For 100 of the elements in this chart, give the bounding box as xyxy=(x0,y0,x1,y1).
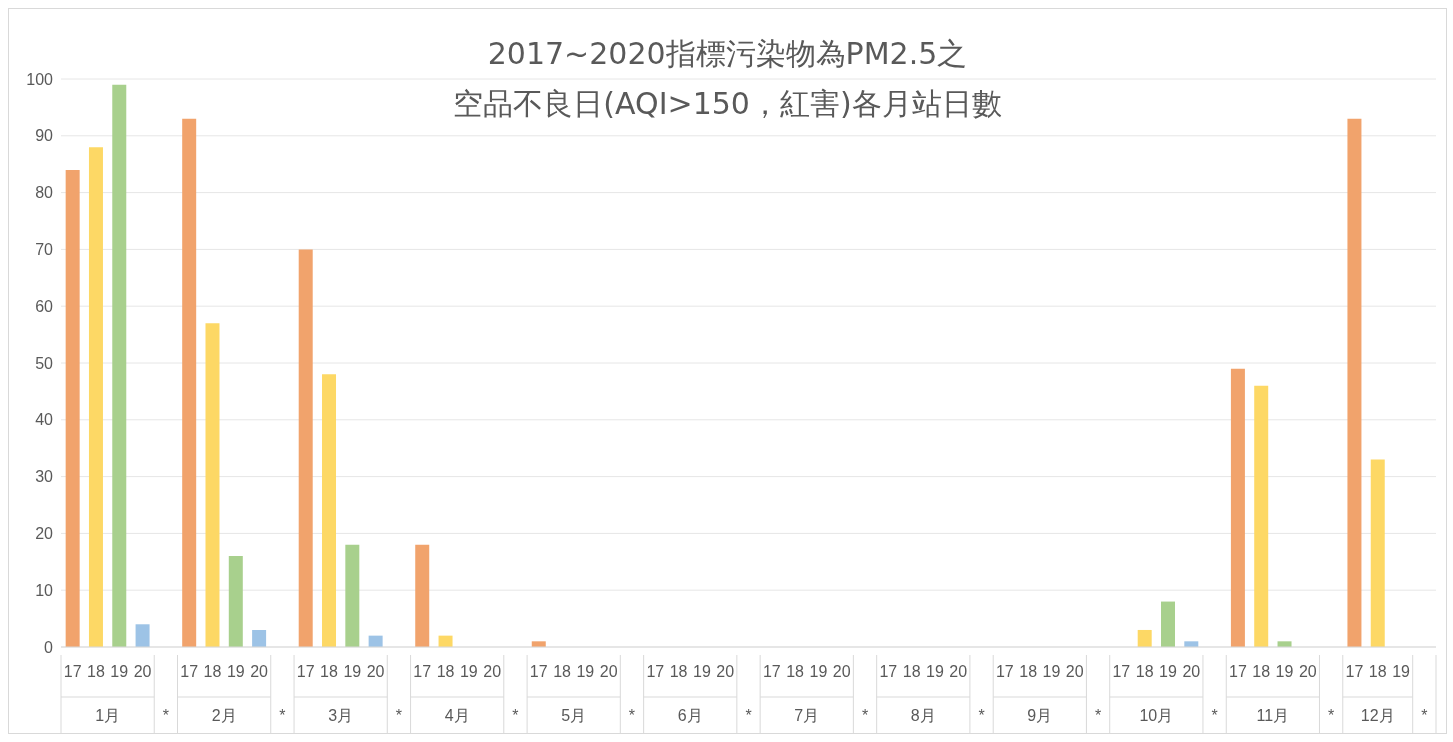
x-tick-label: 18 xyxy=(1368,663,1387,680)
y-tick-label: 20 xyxy=(35,525,54,543)
x-tick-label: 19 xyxy=(926,663,944,680)
y-tick-label: 30 xyxy=(35,468,54,486)
x-tick-label: 17 xyxy=(296,663,315,680)
text: * xyxy=(395,707,403,724)
bar xyxy=(322,374,337,647)
text: 1月 xyxy=(95,707,121,724)
text: * xyxy=(1211,707,1218,724)
y-tick-label: 80 xyxy=(35,184,54,202)
bar xyxy=(112,84,127,647)
x-tick-label: 19 xyxy=(1159,663,1177,680)
bar xyxy=(345,544,360,647)
y-tick-label: 40 xyxy=(35,411,54,429)
bar xyxy=(298,249,313,647)
x-tick-label: 17 xyxy=(646,663,665,680)
y-tick-label: 70 xyxy=(35,241,54,259)
x-tick-label: 20 xyxy=(599,663,618,680)
text: 10月 xyxy=(1139,707,1174,724)
text: * xyxy=(628,707,636,724)
x-tick-label: 18 xyxy=(902,663,921,680)
text: * xyxy=(745,707,752,724)
x-tick-label: 20 xyxy=(1298,663,1317,680)
x-tick-label: 20 xyxy=(366,663,385,680)
bar xyxy=(228,556,243,647)
x-tick-label: 17 xyxy=(529,663,548,680)
x-tick-label: 18 xyxy=(786,663,805,680)
bar xyxy=(88,147,103,647)
bar xyxy=(1137,629,1152,647)
text: 3月 xyxy=(328,707,354,724)
x-tick-label: 20 xyxy=(949,663,968,680)
text: * xyxy=(279,707,286,724)
text: * xyxy=(512,707,519,724)
bar xyxy=(65,169,80,647)
x-tick-label: 17 xyxy=(1112,663,1131,680)
bar xyxy=(205,323,220,647)
text: 9月 xyxy=(1027,707,1053,724)
x-tick-label: 19 xyxy=(1042,663,1061,680)
y-tick-label: 0 xyxy=(44,638,54,656)
x-tick-label: 17 xyxy=(180,663,199,680)
x-tick-label: 20 xyxy=(483,663,502,680)
bar xyxy=(252,629,267,647)
chart-subtitle: 空品不良日(AQI>150，紅害)各月站日數 xyxy=(453,86,1002,121)
x-tick-label: 18 xyxy=(436,663,455,680)
x-tick-label: 17 xyxy=(995,663,1014,680)
text: 2月 xyxy=(211,707,237,724)
text: * xyxy=(1328,707,1335,724)
chart-title: 2017~2020指標污染物為PM2.5之 xyxy=(487,36,968,71)
x-tick-label: 19 xyxy=(1275,663,1294,680)
x-tick-label: 19 xyxy=(576,663,595,680)
bar xyxy=(1347,118,1362,647)
y-tick-label: 50 xyxy=(35,354,54,372)
x-tick-label: 19 xyxy=(226,663,245,680)
text: * xyxy=(1094,707,1102,724)
y-tick-label: 10 xyxy=(35,581,54,599)
x-tick-label: 20 xyxy=(1065,663,1084,680)
bar xyxy=(1161,601,1175,647)
text: 12月 xyxy=(1360,707,1395,724)
y-tick-label: 90 xyxy=(35,127,54,145)
bar xyxy=(1370,459,1385,647)
text: 6月 xyxy=(677,707,703,724)
x-tick-label: 20 xyxy=(1182,663,1201,680)
x-tick-label: 19 xyxy=(459,663,478,680)
bar xyxy=(182,118,197,647)
x-tick-label: 17 xyxy=(1229,663,1247,680)
x-tick-label: 18 xyxy=(320,663,339,680)
x-tick-label: 20 xyxy=(832,663,851,680)
bar xyxy=(1230,368,1245,647)
x-tick-label: 18 xyxy=(1252,663,1271,680)
x-tick-label: 17 xyxy=(413,663,432,680)
x-tick-label: 19 xyxy=(809,663,828,680)
x-tick-label: 18 xyxy=(669,663,688,680)
y-tick-label: 60 xyxy=(35,297,54,315)
x-tick-label: 17 xyxy=(762,663,781,680)
x-tick-label: 19 xyxy=(343,663,362,680)
x-tick-label: 17 xyxy=(1345,663,1364,680)
x-tick-label: 19 xyxy=(1392,663,1411,680)
text: 11月 xyxy=(1256,707,1290,724)
bar xyxy=(415,544,430,647)
x-tick-label: 18 xyxy=(203,663,222,680)
x-tick-label: 18 xyxy=(87,663,105,680)
text: 4月 xyxy=(444,707,470,724)
x-tick-label: 18 xyxy=(1019,663,1038,680)
text: * xyxy=(861,707,869,724)
text: 8月 xyxy=(910,707,936,724)
x-tick-label: 19 xyxy=(692,663,711,680)
x-tick-label: 20 xyxy=(133,663,152,680)
x-tick-label: 17 xyxy=(63,663,82,680)
text: * xyxy=(162,707,169,724)
x-tick-label: 18 xyxy=(1135,663,1154,680)
x-tick-label: 17 xyxy=(879,663,898,680)
x-tick-label: 18 xyxy=(553,663,572,680)
bar xyxy=(1254,385,1269,647)
bar xyxy=(135,624,150,647)
x-tick-label: 19 xyxy=(110,663,129,680)
text: 7月 xyxy=(794,707,820,724)
y-tick-label: 100 xyxy=(26,70,54,88)
x-tick-label: 20 xyxy=(716,663,735,680)
x-tick-label: 20 xyxy=(250,663,269,680)
text: * xyxy=(1421,707,1428,724)
